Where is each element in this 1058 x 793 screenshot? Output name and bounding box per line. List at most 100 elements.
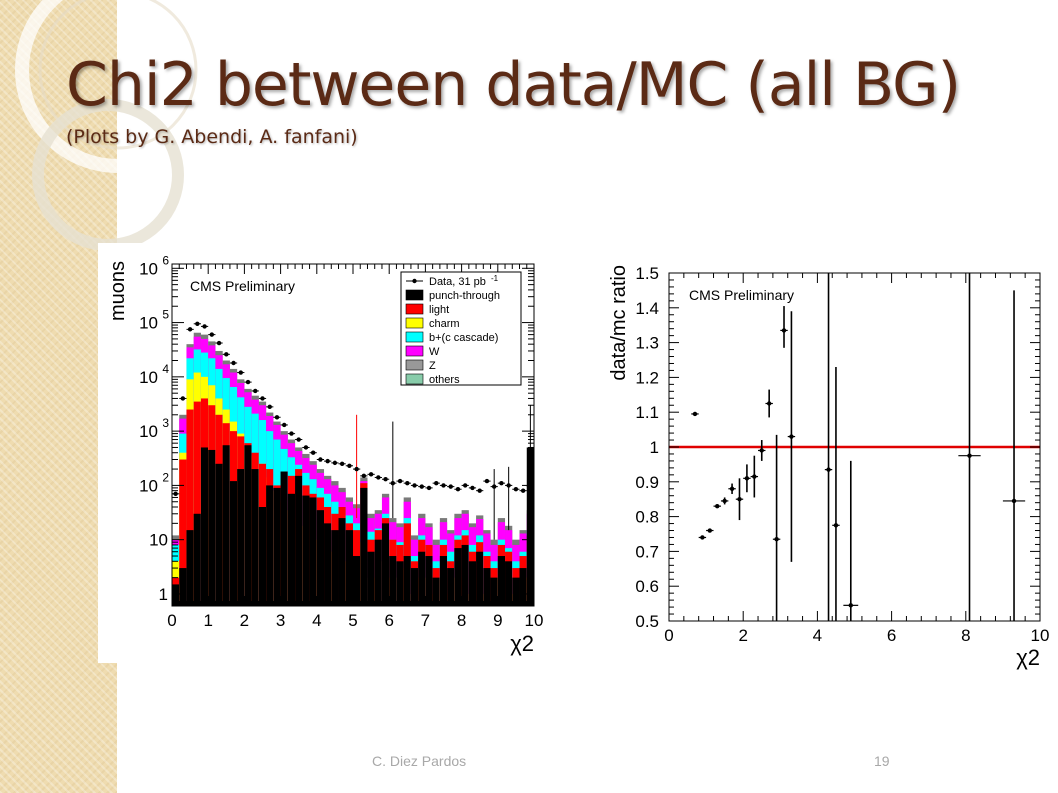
stack-bar-punch-through	[345, 530, 353, 606]
data-point	[506, 483, 511, 488]
data-point	[441, 483, 446, 488]
data-point	[390, 480, 396, 486]
data-point	[245, 379, 251, 385]
stack-bar-punch-through	[497, 556, 506, 606]
legend-swatch-W	[405, 345, 424, 357]
ratio-point	[826, 467, 831, 472]
y-tick-label: 1.4	[635, 299, 659, 318]
legend-label: charm	[429, 318, 460, 330]
legend-label: others	[429, 374, 460, 386]
data-point	[426, 485, 432, 491]
y-axis-title: data/mc ratio	[608, 265, 630, 381]
data-point	[310, 450, 316, 455]
y-tick-label: 10	[139, 259, 158, 278]
stack-bar-punch-through	[381, 523, 390, 606]
stack-bar-punch-through	[266, 485, 274, 606]
stack-bar-punch-through	[353, 556, 361, 606]
ratio-point	[967, 453, 972, 458]
data-point	[332, 460, 338, 466]
data-point	[434, 480, 439, 486]
data-point	[448, 484, 453, 489]
ratio-point	[833, 523, 839, 528]
stack-bar-punch-through	[287, 493, 296, 606]
data-point	[216, 340, 222, 346]
x-tick-label: 9	[493, 611, 502, 630]
data-point	[187, 327, 193, 332]
y-tick-label: 0.8	[635, 508, 659, 527]
y-tick-label: 0.6	[635, 577, 659, 596]
y-axis-title: muons	[107, 261, 129, 321]
stack-bar-punch-through	[425, 556, 433, 606]
stack-bar-punch-through	[490, 577, 498, 606]
stack-bar-light	[193, 401, 201, 606]
y-tick-exponent: 2	[162, 470, 169, 484]
ratio-point	[759, 448, 764, 453]
stack-bar-punch-through	[360, 487, 368, 606]
data-point	[325, 458, 330, 464]
legend-swatch-others	[405, 373, 424, 385]
data-point	[267, 404, 272, 410]
x-tick-label: 0	[167, 611, 176, 630]
stack-bar-punch-through	[222, 445, 230, 606]
stack-bar-punch-through	[476, 551, 484, 606]
stack-bar-punch-through	[331, 530, 339, 606]
stack-bar-punch-through	[439, 556, 448, 606]
ratio-point	[729, 486, 735, 491]
data-point	[260, 396, 265, 401]
stack-bar-punch-through	[512, 577, 520, 606]
ratio-point	[848, 603, 853, 608]
y-tick-label: 1	[650, 438, 659, 457]
cms-preliminary-label: CMS Preliminary	[190, 278, 295, 294]
y-tick-label: 1.1	[635, 403, 659, 422]
ratio-point	[707, 528, 713, 533]
data-point	[339, 461, 345, 467]
data-point	[412, 483, 417, 488]
stack-bar-punch-through	[215, 463, 223, 606]
data-point	[224, 352, 229, 357]
ratio-point	[781, 328, 787, 333]
x-tick-label: 0	[664, 626, 673, 645]
stack-bar-punch-through	[302, 495, 310, 606]
data-point	[376, 475, 381, 480]
stack-bar-punch-through	[454, 548, 462, 606]
legend-swatch-charm	[405, 317, 424, 329]
legend: Data, 31 pb -1 punch-through light charm b+(c…	[400, 271, 522, 386]
cms-preliminary-label: CMS Preliminary	[689, 287, 794, 303]
legend-swatch-b-cascade	[405, 331, 424, 343]
data-point	[463, 483, 468, 488]
y-tick-label: 10	[139, 314, 158, 333]
stack-bar-punch-through	[280, 471, 288, 606]
data-point	[347, 463, 352, 468]
ratio-point	[766, 401, 772, 406]
stack-bar-punch-through	[258, 507, 267, 606]
ratio-point	[692, 411, 698, 417]
stack-bar-punch-through	[403, 556, 411, 606]
slide-subtitle: (Plots by G. Abendi, A. fanfani)	[66, 126, 358, 148]
stack-bar-punch-through	[519, 568, 527, 606]
x-tick-label: 5	[348, 611, 357, 630]
stack-bar-punch-through	[172, 584, 180, 606]
ratio-point	[722, 498, 727, 504]
x-axis-title: χ2	[1016, 645, 1040, 670]
ratio-point	[1011, 498, 1017, 504]
stack-bar-punch-through	[461, 544, 469, 606]
y-tick-label: 1	[159, 585, 168, 604]
data-point	[282, 422, 287, 428]
data-point	[274, 415, 280, 420]
data-point	[513, 487, 519, 492]
x-tick-label: 7	[421, 611, 430, 630]
data-point	[499, 480, 504, 486]
x-tick-label: 2	[240, 611, 249, 630]
data-point	[368, 472, 374, 477]
x-tick-label: 10	[1031, 626, 1050, 645]
legend-swatch-punch-through	[405, 289, 424, 301]
data-point	[253, 388, 258, 394]
x-tick-label: 6	[887, 626, 896, 645]
x-tick-label: 8	[961, 626, 970, 645]
stack-bar-punch-through	[468, 561, 477, 606]
y-tick-label: 10	[149, 531, 168, 550]
ratio-point	[744, 476, 750, 481]
data-mc-ratio-chart: 0 2 4 6 8 10 0.5 0.6 0.7 0.8 0.9 1 1.1 1.2 1.3 1.4 1.5 da…	[608, 264, 1050, 670]
data-point	[296, 437, 301, 442]
ratio-point	[700, 535, 705, 540]
